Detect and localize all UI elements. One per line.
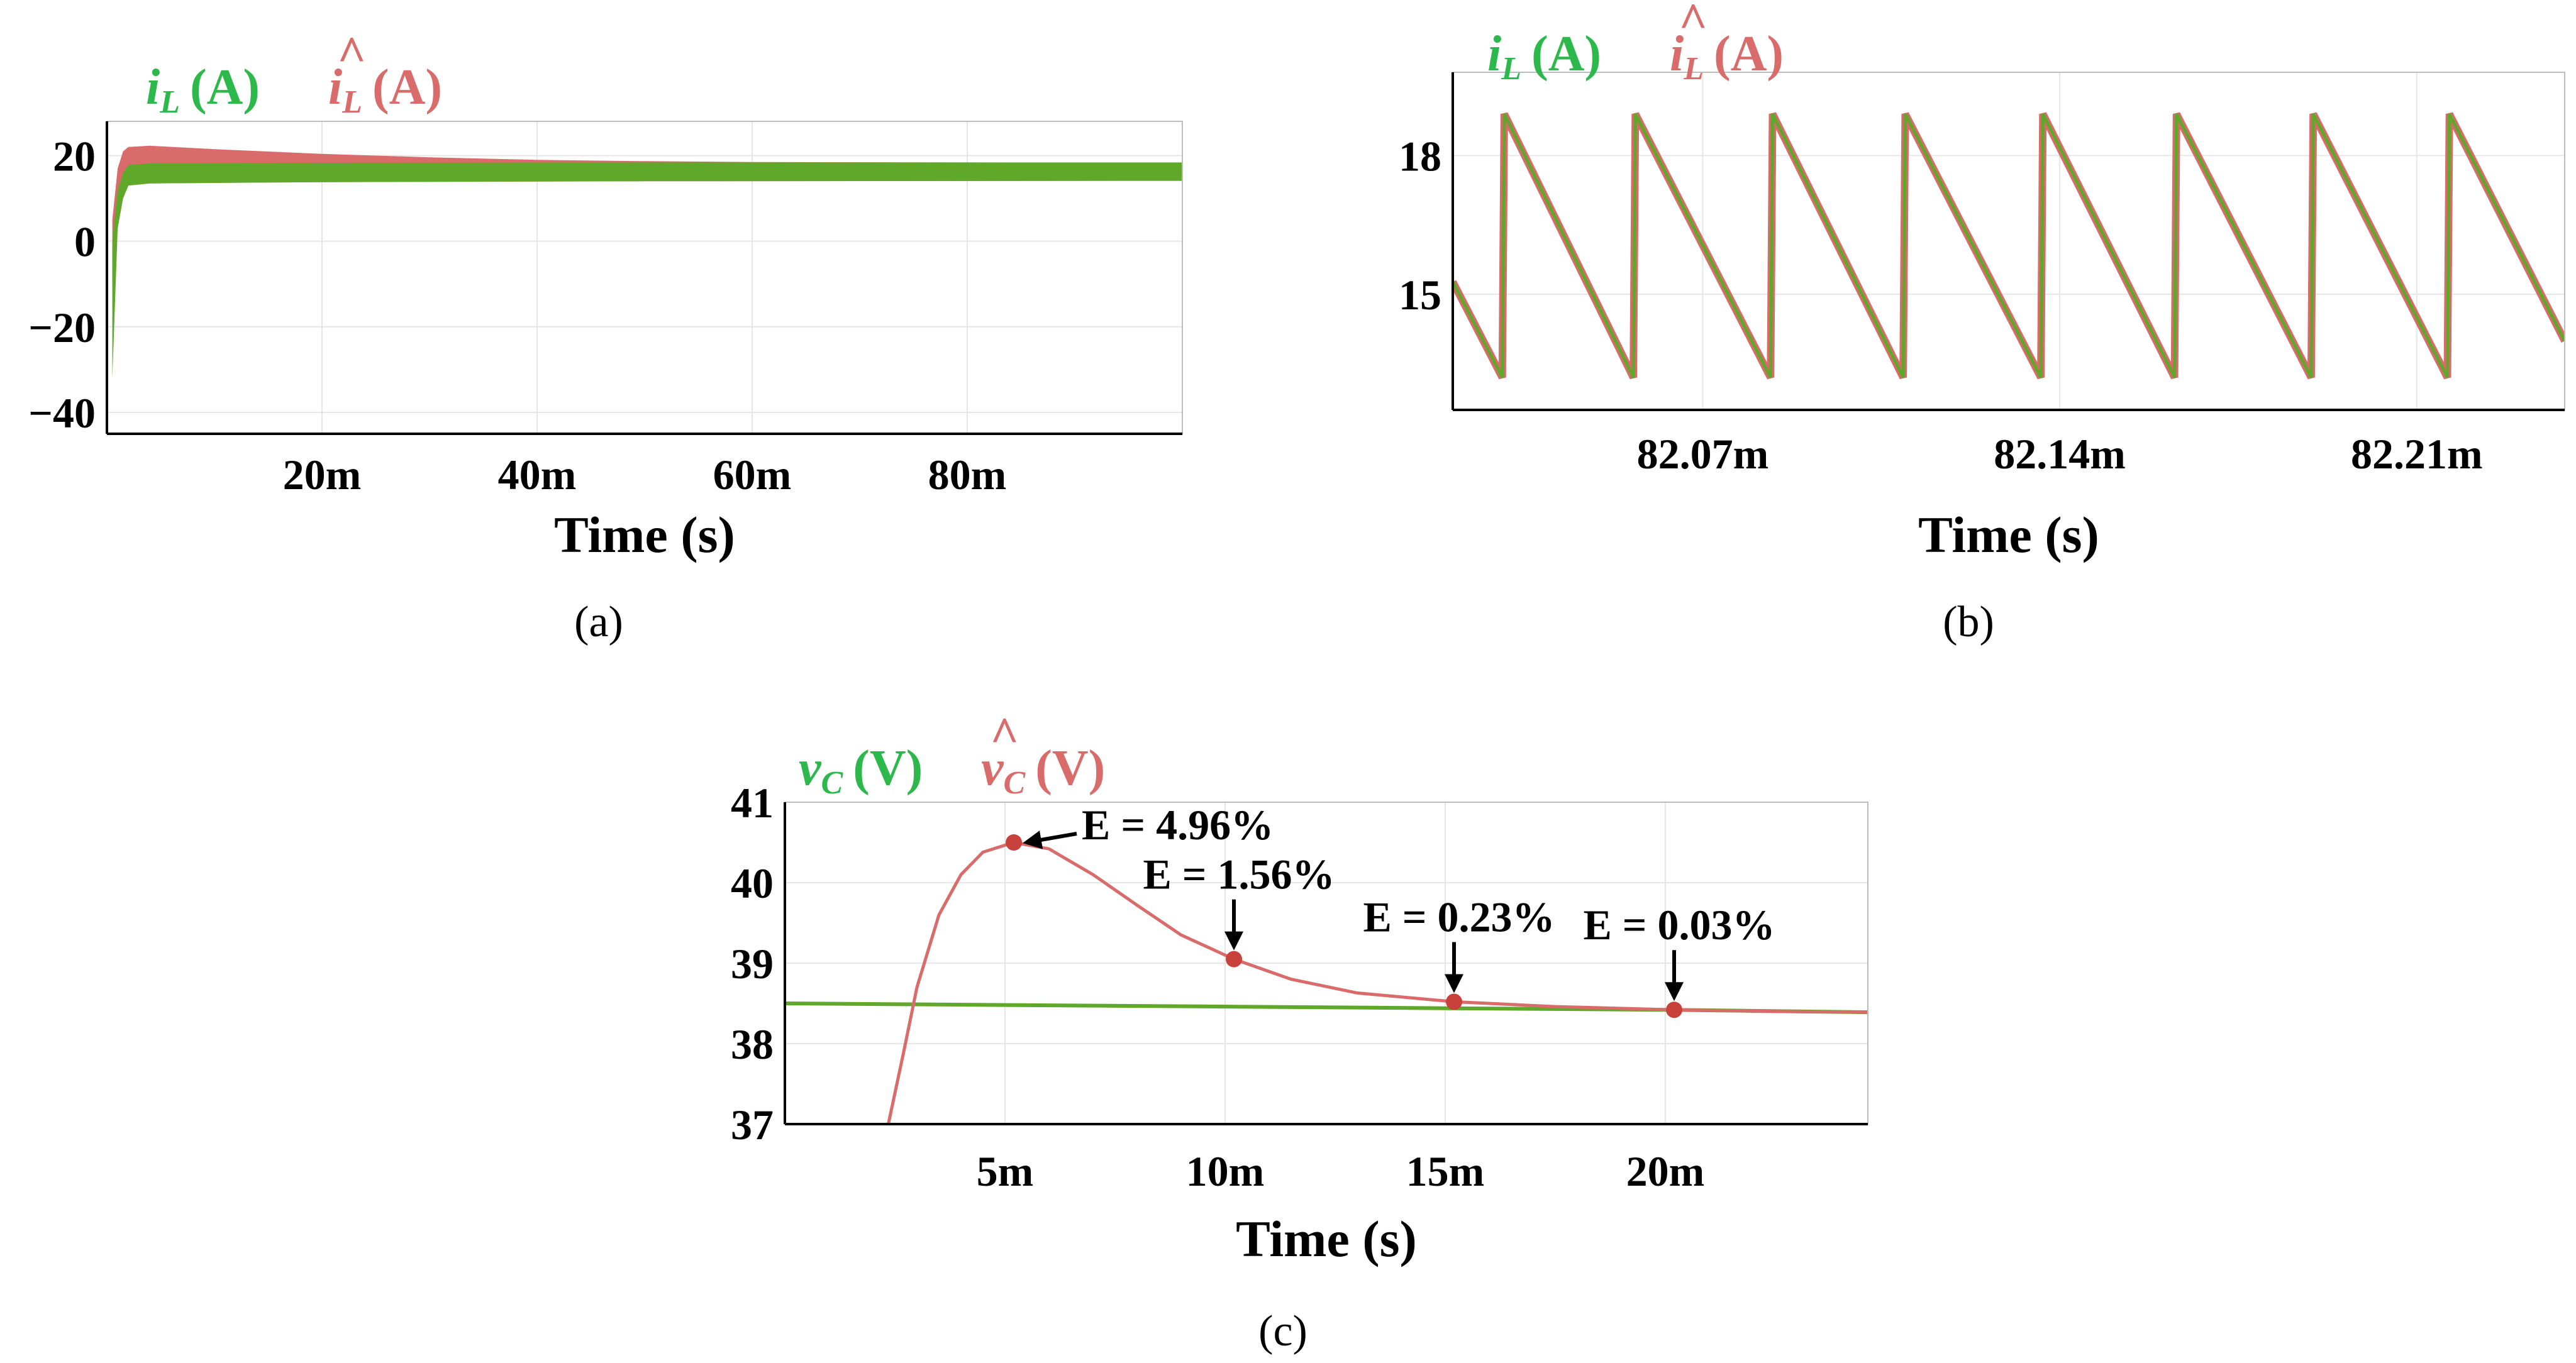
x-axis-label: Time (s) — [1236, 1210, 1417, 1267]
error-annotation: E = 0.23% — [1363, 893, 1555, 941]
panel-caption: (a) — [574, 598, 623, 646]
legend-estimated: iL (A) — [328, 60, 442, 120]
x-axis-label: Time (s) — [1918, 506, 2099, 563]
x-tick-label: 82.07m — [1637, 430, 1769, 478]
panel-b: 82.07m 82.14m 82.21m 18 15 Time (s) (b) iL (A) i… — [1399, 0, 2565, 646]
annotation-arrow — [1023, 830, 1077, 849]
panel-c: 5m 10m 15m 20m 41 40 39 38 37 Time (s) (c) vC (V) vC… — [731, 708, 1868, 1355]
x-tick-label: 15m — [1406, 1147, 1485, 1195]
x-tick-label: 82.14m — [1994, 430, 2126, 478]
series-group — [112, 145, 1182, 378]
y-tick-label: 0 — [74, 218, 96, 266]
panel-caption: (c) — [1258, 1307, 1307, 1355]
series-measured-band — [112, 162, 1182, 378]
y-tick-label: 38 — [731, 1020, 774, 1068]
y-tick-label: 40 — [731, 859, 774, 907]
error-annotation: E = 0.03% — [1583, 901, 1775, 949]
legend-measured: iL (A) — [146, 60, 260, 120]
series-group — [1453, 112, 2565, 380]
legend-estimated: iL (A) — [1670, 26, 1784, 87]
x-axis-label: Time (s) — [554, 506, 735, 563]
plot-border — [1452, 72, 2565, 411]
x-tick-label: 82.21m — [2351, 430, 2483, 478]
y-tick-label: 18 — [1399, 132, 1441, 180]
error-annotation: E = 4.96% — [1082, 801, 1274, 849]
error-annotation: E = 1.56% — [1143, 851, 1335, 898]
y-tick-label: 41 — [731, 779, 774, 827]
series-group — [785, 841, 1868, 1124]
error-marker-point — [1666, 1002, 1682, 1018]
x-tick-label: 20m — [1626, 1147, 1705, 1195]
legend-estimated-hat: ^ — [990, 708, 1019, 763]
x-tick-label: 80m — [928, 451, 1007, 499]
panel-a: 20m 40m 60m 80m 20 0 −20 −40 Time (s) (a) iL (A) iL… — [28, 27, 1183, 646]
series-estimated-line — [887, 841, 1868, 1124]
x-tick-label: 40m — [498, 451, 577, 499]
error-marker-point — [1006, 834, 1022, 851]
y-tick-label: 20 — [53, 132, 96, 180]
y-tick-label: 39 — [731, 940, 774, 988]
x-tick-label: 5m — [977, 1147, 1034, 1195]
legend-estimated-hat: ^ — [337, 27, 366, 82]
y-tick-label: 37 — [731, 1101, 774, 1149]
x-tick-label: 60m — [713, 451, 792, 499]
legend-measured: iL (A) — [1487, 26, 1601, 87]
error-marker-point — [1226, 951, 1242, 968]
legend-estimated: vC (V) — [981, 741, 1105, 801]
y-tick-label: −40 — [28, 389, 96, 437]
y-tick-label: −20 — [28, 304, 96, 351]
series-estimated-line — [1453, 112, 2565, 380]
legend-measured: vC (V) — [799, 741, 923, 801]
x-tick-label: 10m — [1186, 1147, 1265, 1195]
panel-caption: (b) — [1943, 598, 1994, 646]
error-marker-point — [1446, 993, 1462, 1010]
series-measured-line — [1453, 113, 2565, 378]
y-tick-label: 15 — [1399, 271, 1441, 319]
x-tick-label: 20m — [283, 451, 362, 499]
legend-estimated-hat: ^ — [1679, 0, 1707, 49]
